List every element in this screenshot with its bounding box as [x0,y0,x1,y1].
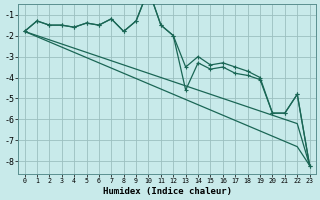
X-axis label: Humidex (Indice chaleur): Humidex (Indice chaleur) [103,187,232,196]
